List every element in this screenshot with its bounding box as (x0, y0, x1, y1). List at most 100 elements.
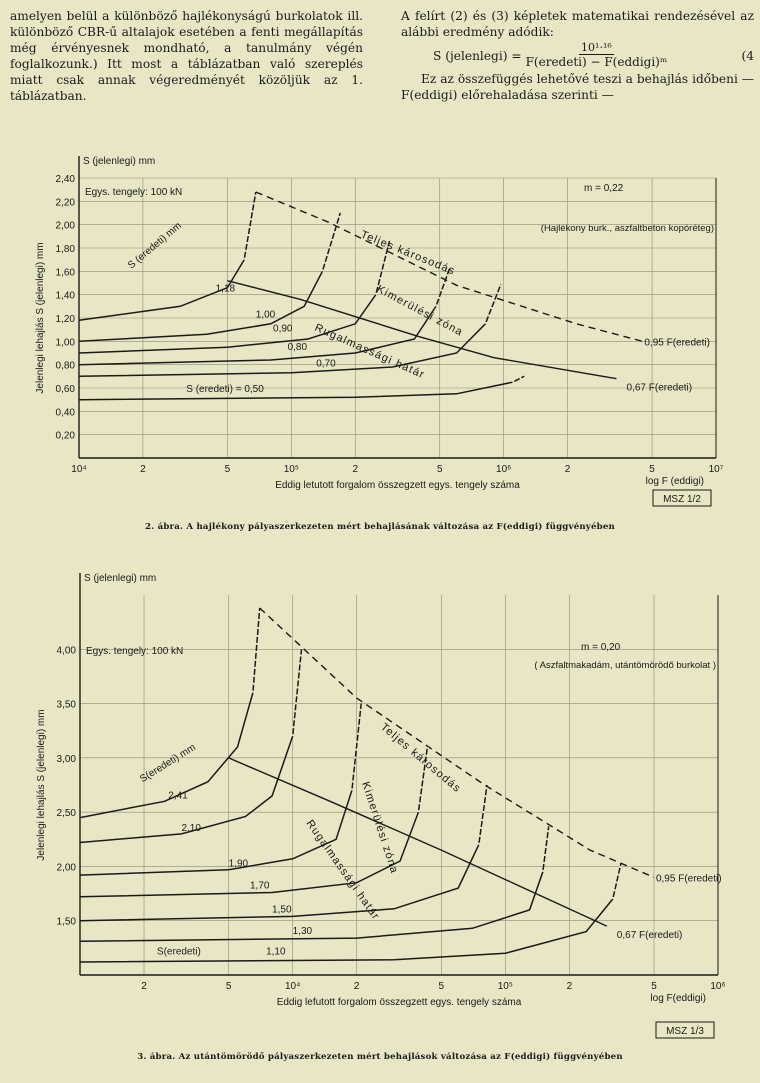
y-tick-label: 1,20 (56, 314, 76, 325)
pavement-type-note: (Hajlékony burk., aszfaltbeton kopóréteg… (541, 223, 714, 234)
total-damage-end-label: 0,95 F(eredeti) (644, 337, 710, 348)
series-label: 1,10 (266, 947, 286, 958)
x-tick-label: 5 (226, 981, 232, 992)
y-tick-label: 2,50 (57, 808, 77, 819)
series-curve-6 (79, 863, 622, 963)
formula-intro: A felírt (2) és (3) képletek matematikai… (401, 9, 754, 39)
dash-gap-0 (243, 191, 257, 260)
figure-badge-box (652, 489, 712, 507)
series-label: 1,50 (272, 904, 292, 915)
total-damage-line (259, 607, 655, 878)
series-label: 1,90 (229, 859, 249, 870)
zone-label: Teljes károsodás (359, 229, 457, 278)
x-tick-label: 2 (354, 981, 360, 992)
y-tick-label: 2,40 (56, 174, 76, 185)
series-label: 0,90 (273, 323, 293, 334)
x-axis-end-label: log F (eddigi) (646, 476, 704, 487)
figure-caption-2: 2. ábra. A hajlékony pályaszerkezeten mé… (145, 522, 615, 532)
zone-label: Kimerülési zóna (359, 780, 400, 875)
y-tick-label: 2,00 (57, 862, 77, 873)
y-axis-label: Jelenlegi lehajlás S (jelenlegi) mm (35, 242, 46, 393)
elastic-limit-line (228, 757, 608, 927)
axle-load-note: Egys. tengely: 100 kN (86, 646, 183, 657)
series-curve-5 (78, 375, 525, 401)
series-curve-4 (79, 784, 488, 922)
y-tick-label: 1,00 (56, 337, 76, 348)
text-column-left: amelyen belül a különböző hajlékonyságú … (10, 8, 363, 104)
y-tick-label: 1,50 (57, 917, 77, 928)
figure-badge: MSZ 1/3 (666, 1026, 704, 1037)
x-axis-end-label: log F(eddigi) (650, 993, 706, 1004)
figure-caption-3: 3. ábra. Az utántömörödő pályaszerkezete… (137, 1052, 623, 1062)
x-tick-label: 5 (651, 981, 657, 992)
series-curve-2 (79, 703, 362, 876)
figure-badge: MSZ 1/2 (663, 494, 701, 505)
chart-compacting-pavement: 1,50 2,00 2,50 3,00 3,50 4,00 2 5 10⁴ 2 5 10⁵ 2 5 10⁶ S… (36, 573, 726, 1039)
y-axis-label: Jelenlegi lehajlás S (jelenlegi) mm (36, 709, 47, 860)
axle-load-note: Egys. tengely: 100 kN (85, 187, 182, 198)
series-label: 1,70 (250, 880, 270, 891)
y-tick-label: 0,20 (56, 431, 76, 442)
series-curve-3 (78, 266, 451, 366)
series-curve-3 (79, 746, 429, 898)
elastic-limit-end-label: 0,67 F(eredeti) (627, 383, 693, 394)
body-paragraph: amelyen belül a különböző hajlékonyságú … (10, 9, 363, 103)
y-tick-label: 1,40 (56, 291, 76, 302)
series-label: 2,10 (181, 823, 201, 834)
x-tick-label: 10⁴ (285, 981, 300, 992)
x-tick-label: 10⁶ (710, 981, 725, 992)
y-tick-label: 0,40 (56, 407, 76, 418)
formula-fraction: 10¹·¹⁶ F(eredeti) − F(eddigi)ᵐ (525, 41, 668, 70)
x-tick-label: 10⁶ (496, 464, 511, 475)
total-damage-line (255, 191, 643, 342)
formula-number: (4 (741, 48, 754, 63)
series-curve-0 (78, 191, 257, 322)
x-tick-label: 2 (567, 981, 573, 992)
formula-4: S (jelenlegi) = 10¹·¹⁶ F(eredeti) − F(ed… (433, 41, 754, 70)
x-tick-label: 5 (439, 981, 445, 992)
y-axis-top-label: S (jelenlegi) mm (84, 573, 156, 584)
x-tick-label: 2 (141, 981, 147, 992)
series-curve-0 (79, 607, 261, 819)
elastic-limit-line (227, 280, 617, 380)
y-tick-label: 1,80 (56, 244, 76, 255)
body-paragraph-right: Ez az összefüggés lehetővé teszi a behaj… (401, 72, 754, 102)
x-axis-label: Eddig lefutott forgalom összegzett egys.… (277, 997, 522, 1008)
formula-numerator: 10¹·¹⁶ (579, 41, 614, 55)
y-tick-label: 4,00 (57, 645, 77, 656)
text-column-right: A felírt (2) és (3) képletek matematikai… (401, 8, 754, 103)
dash-gap-2 (350, 703, 363, 791)
dash-gap-3 (417, 746, 429, 813)
zone-label: Teljes károsodás (378, 721, 463, 795)
y-tick-label: 0,60 (56, 384, 76, 395)
total-damage-end-label: 0,95 F(eredeti) (656, 873, 722, 884)
series-curve-1 (79, 649, 303, 844)
x-tick-label: 5 (225, 464, 231, 475)
elastic-limit-end-label: 0,67 F(eredeti) (617, 930, 683, 941)
series-label: S(eredeti) mm (138, 742, 198, 785)
formula-denominator: F(eredeti) − F(eddigi)ᵐ (525, 55, 668, 69)
m-exponent-note: m = 0,22 (584, 183, 624, 194)
pavement-type-note: ( Aszfaltmakadám, utántömörödő burkolat … (534, 660, 716, 671)
series-label: 1,00 (256, 309, 276, 320)
series-label: S (eredeti) = 0,50 (186, 384, 264, 395)
x-tick-label: 10⁵ (284, 464, 299, 475)
x-tick-label: 5 (649, 464, 655, 475)
y-tick-label: 2,20 (56, 197, 76, 208)
y-tick-label: 1,60 (56, 267, 76, 278)
y-tick-label: 3,00 (57, 754, 77, 765)
y-tick-label: 0,80 (56, 361, 76, 372)
series-label: 1,30 (293, 926, 313, 937)
series-label: 0,70 (316, 358, 336, 369)
dash-gap-1 (291, 649, 303, 737)
figure-badge-box (655, 1021, 715, 1039)
x-tick-label: 10⁷ (709, 464, 724, 475)
x-tick-label: 5 (437, 464, 443, 475)
chart-flexible-pavement: 0,20 0,40 0,60 0,80 1,00 1,20 1,40 1,60 1,80 2,00… (35, 156, 724, 507)
x-tick-label: 2 (352, 464, 358, 475)
zone-label: Rugalmassági határ (313, 322, 427, 382)
series-curve-4 (78, 283, 502, 378)
series-curve-5 (79, 826, 550, 943)
series-label: S (eredeti) mm (126, 220, 184, 271)
series-label: 2,41 (168, 790, 188, 801)
